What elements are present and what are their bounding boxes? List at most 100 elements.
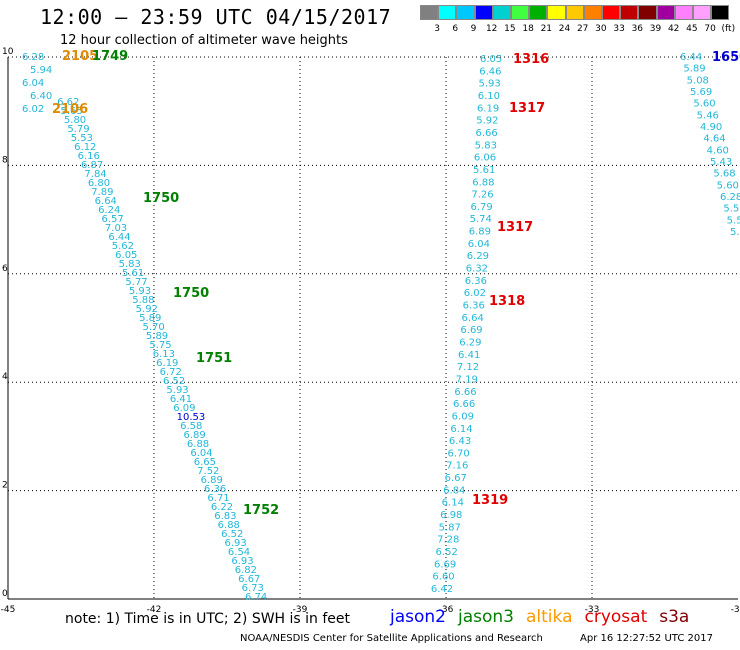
color-scale-label: 21	[540, 24, 553, 34]
wave-height-label: 6.44	[108, 232, 130, 243]
y-tick-label: 6	[2, 264, 8, 274]
wave-height-label: 6.72	[160, 367, 182, 378]
color-scale-label: 45	[686, 24, 698, 34]
wave-height-label: 7.03	[105, 223, 127, 234]
wave-height-label: 6.09	[173, 403, 195, 414]
wave-height-label: 6.57	[102, 214, 124, 225]
wave-height-label: 6.04	[468, 239, 490, 250]
wave-height-label: 6.84	[443, 485, 465, 496]
wave-height-label: 6.60	[432, 572, 454, 583]
pass-time-label: 1317	[497, 220, 533, 235]
wave-height-label: 6.88	[472, 177, 494, 188]
color-swatch	[547, 5, 566, 20]
wave-height-label: 7.84	[84, 169, 106, 180]
x-tick-label: -36	[439, 605, 454, 615]
color-scale-label: 18	[522, 24, 534, 34]
wave-height-label: 6.52	[163, 376, 185, 387]
wave-height-label: 6.19	[156, 358, 178, 369]
wave-height-label: 5.74	[470, 214, 492, 225]
color-scale-label: 12	[485, 24, 498, 34]
legend-entry: jason3	[458, 607, 514, 627]
wave-height-label: 6.87	[81, 160, 103, 171]
y-tick-label: 4	[2, 372, 8, 382]
wave-height-label: 5.5	[727, 215, 740, 226]
wave-height-label: 6.40	[30, 91, 52, 102]
wave-height-label: 5.94	[30, 65, 52, 76]
wave-height-label: 6.46	[479, 66, 501, 77]
pass-time-label: 1750	[173, 286, 209, 301]
wave-height-label: 5.65	[61, 106, 83, 117]
color-scale-label: 42	[667, 24, 680, 34]
color-swatch	[529, 5, 548, 20]
color-scale-label: 24	[558, 24, 571, 34]
y-tick-label: 0	[2, 589, 8, 599]
color-scale-label: 6	[452, 24, 459, 34]
wave-height-label: 5.60	[693, 99, 715, 110]
wave-height-label: 6.02	[464, 288, 486, 299]
wave-height-label: 6.05	[480, 54, 502, 65]
wave-height-label: 5.83	[475, 140, 497, 151]
color-swatch	[620, 5, 639, 20]
wave-height-label: 6.22	[211, 502, 233, 513]
wave-height-label: 5.88	[132, 295, 154, 306]
wave-height-label: 6.43	[449, 436, 471, 447]
wave-height-label: 6.66	[453, 399, 475, 410]
wave-height-label: 5.89	[146, 331, 168, 342]
wave-height-label: 6.89	[201, 475, 223, 486]
wave-height-label: 5.60	[717, 180, 739, 191]
wave-height-label: 6.89	[184, 430, 206, 441]
timestamp: Apr 16 12:27:52 UTC 2017	[580, 633, 713, 644]
wave-height-label: 5.93	[129, 286, 151, 297]
wave-height-label: 7.16	[446, 461, 468, 472]
wave-height-label: 6.12	[74, 142, 96, 153]
color-swatch	[492, 5, 511, 20]
wave-height-label: 6.41	[170, 394, 192, 405]
pass-time-label: 1316	[513, 52, 549, 67]
wave-height-label: 6.93	[225, 538, 247, 549]
color-swatch	[456, 5, 475, 20]
x-tick-label: -33	[585, 605, 600, 615]
wave-height-label: 6.82	[235, 565, 257, 576]
color-swatch	[693, 5, 712, 20]
y-tick-label: 8	[2, 155, 8, 165]
wave-height-label: 6.36	[204, 484, 226, 495]
wave-height-label: 6.98	[440, 510, 462, 521]
color-swatch	[674, 5, 693, 20]
x-tick-label: -30	[731, 605, 740, 615]
pass-time-label: 1319	[472, 493, 508, 508]
credit-line: NOAA/NESDIS Center for Satellite Applica…	[240, 633, 543, 644]
wave-height-label: 6.71	[207, 493, 229, 504]
page-title: 12:00 – 23:59 UTC 04/15/2017	[40, 5, 392, 29]
color-scale-label: 15	[504, 24, 516, 34]
wave-height-label: 6.58	[180, 421, 202, 432]
wave-height-label: 10.53	[177, 412, 206, 423]
wave-height-label: 5.68	[713, 169, 735, 180]
color-scale-label: 3	[434, 24, 440, 34]
wave-height-label: 7.19	[456, 374, 478, 385]
legend-entry: cryosat	[584, 607, 648, 627]
wave-height-label: 6.69	[434, 559, 456, 570]
wave-height-label: 4.90	[700, 122, 722, 133]
wave-height-label: 6.66	[475, 128, 497, 139]
x-tick-label: -45	[1, 605, 16, 615]
wave-height-label: 6.64	[95, 196, 117, 207]
wave-height-label: 5.61	[122, 268, 144, 279]
wave-height-label: 5.43	[710, 157, 732, 168]
wave-height-label: 7.12	[457, 362, 479, 373]
wave-height-label: 6.74	[245, 592, 267, 603]
pass-time-label: 1650	[712, 50, 740, 65]
wave-height-label: 6.67	[445, 473, 467, 484]
wave-height-label: 5.53	[71, 133, 93, 144]
wave-height-label: 5.92	[476, 116, 498, 127]
wave-height-label: 7.26	[471, 190, 493, 201]
wave-height-label: 4.64	[703, 134, 725, 145]
wave-height-label: 5.77	[125, 277, 147, 288]
wave-height-label: 5.87	[439, 522, 461, 533]
wave-height-label: 7.89	[91, 187, 113, 198]
color-scale-label: 33	[613, 24, 625, 34]
color-scale-label: 9	[470, 24, 477, 34]
color-scale-label: (ft)	[721, 24, 736, 34]
wave-height-label: 5.69	[690, 87, 712, 98]
color-swatch	[511, 5, 530, 20]
